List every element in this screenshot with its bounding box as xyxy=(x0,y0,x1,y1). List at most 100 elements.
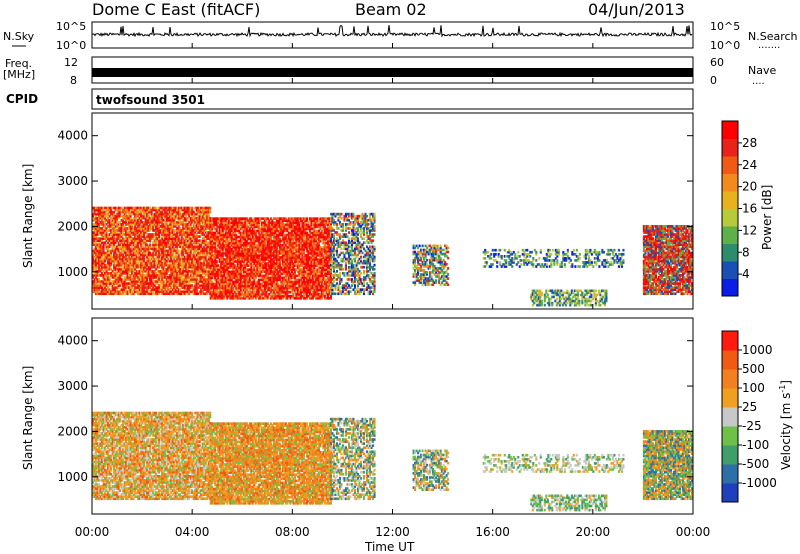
power-cell xyxy=(296,231,299,235)
power-cell xyxy=(275,250,278,253)
power-cell xyxy=(119,231,122,234)
power-cell xyxy=(179,257,182,261)
power-cell xyxy=(284,292,287,296)
power-cell xyxy=(299,229,302,233)
power-cell xyxy=(110,292,113,296)
power-cell xyxy=(167,233,170,236)
power-cell xyxy=(104,292,107,296)
power-cell xyxy=(131,225,134,228)
power-cell xyxy=(158,251,161,255)
power-cell xyxy=(119,243,122,247)
power-cell xyxy=(123,247,126,251)
power-cell xyxy=(265,250,268,253)
power-cell xyxy=(186,231,189,234)
power-cell xyxy=(221,276,224,280)
power-cell xyxy=(186,259,189,263)
power-cell xyxy=(293,278,296,282)
power-cell xyxy=(248,278,251,282)
power-cell xyxy=(298,235,301,239)
power-cell xyxy=(299,227,302,231)
power-cell xyxy=(113,227,116,230)
power-cell xyxy=(241,237,244,241)
power-cell xyxy=(96,272,99,275)
power-cell xyxy=(211,260,214,263)
power-cell xyxy=(211,233,214,237)
power-cell xyxy=(174,243,177,247)
power-cell xyxy=(146,263,149,267)
power-cell xyxy=(185,227,188,230)
power-cell xyxy=(302,276,305,280)
power-cell xyxy=(143,208,146,212)
power-cell xyxy=(271,254,274,257)
power-cell xyxy=(92,280,95,283)
power-cell xyxy=(287,250,290,253)
power-cell xyxy=(266,223,269,227)
power-cell xyxy=(223,217,226,220)
power-cell xyxy=(114,290,117,294)
power-cell xyxy=(192,267,195,271)
power-cell xyxy=(214,250,217,253)
power-cell xyxy=(126,251,129,255)
power-cell xyxy=(296,280,299,284)
power-cell xyxy=(147,229,150,232)
power-cell xyxy=(247,252,250,255)
power-cell xyxy=(164,257,167,261)
power-cell xyxy=(173,239,176,242)
power-cell xyxy=(99,280,102,283)
power-cell xyxy=(147,247,150,251)
freq-left-tick-bottom: 8 xyxy=(70,74,77,87)
power-cell xyxy=(129,225,132,228)
power-cell xyxy=(113,276,116,279)
power-cell xyxy=(95,265,98,269)
power-cell xyxy=(259,272,262,276)
power-cell xyxy=(229,221,232,225)
power-cell xyxy=(232,225,235,229)
power-cell xyxy=(235,235,238,239)
power-cell xyxy=(180,253,183,257)
power-cell xyxy=(104,255,107,259)
power-cell xyxy=(96,231,99,234)
power-cell xyxy=(287,272,290,276)
power-cell xyxy=(211,227,214,231)
power-cell xyxy=(206,292,209,296)
power-cell xyxy=(239,266,242,269)
power-cell xyxy=(111,243,114,247)
power-cell xyxy=(247,278,250,282)
power-cell xyxy=(275,227,278,231)
power-cell xyxy=(104,243,107,247)
power-cell xyxy=(98,263,101,267)
power-cell xyxy=(280,217,283,220)
power-cell xyxy=(215,274,218,278)
power-cell xyxy=(298,284,301,288)
power-cell xyxy=(144,269,147,273)
power-cell xyxy=(138,276,141,279)
power-cell xyxy=(173,265,176,269)
power-cell xyxy=(253,276,256,280)
power-cell xyxy=(129,239,132,242)
power-cell xyxy=(239,231,242,235)
power-cell xyxy=(221,274,224,278)
power-cell xyxy=(114,214,117,218)
power-cell xyxy=(141,278,144,281)
power-cell xyxy=(173,229,176,232)
power-cell xyxy=(280,288,283,292)
power-cell xyxy=(245,225,248,229)
power-cell xyxy=(256,274,259,278)
power-cell xyxy=(141,245,144,249)
power-cell xyxy=(138,284,141,287)
power-cell xyxy=(108,288,111,291)
power-cell xyxy=(143,223,146,226)
power-cell xyxy=(176,231,179,234)
power-cell xyxy=(245,274,248,278)
power-cell xyxy=(105,280,108,283)
power-cell xyxy=(221,221,224,225)
power-cell xyxy=(275,286,278,290)
power-cell xyxy=(220,290,223,294)
power-cell xyxy=(147,292,150,296)
power-cell xyxy=(119,208,122,212)
power-cell xyxy=(156,259,159,263)
power-cell xyxy=(204,278,207,281)
power-cell xyxy=(176,265,179,269)
power-cell xyxy=(152,241,155,245)
power-cell xyxy=(155,212,158,216)
